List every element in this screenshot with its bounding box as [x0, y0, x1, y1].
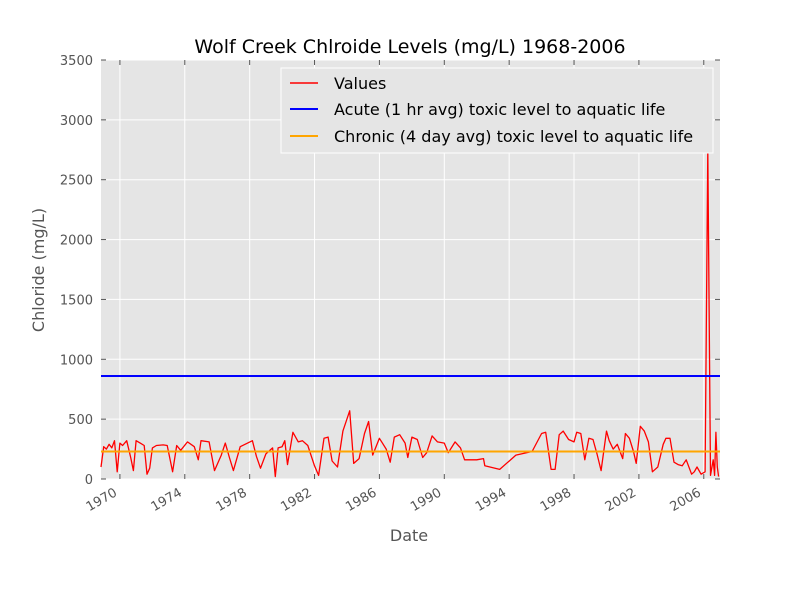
x-tick-label: 1970: [84, 485, 120, 515]
x-tick-label: 1974: [149, 485, 185, 515]
x-tick-label: 1990: [408, 485, 444, 515]
y-tick-label: 3500: [60, 54, 93, 69]
x-tick-label: 1994: [473, 485, 509, 515]
x-axis-title: Date: [390, 526, 428, 545]
axis-ticks: [101, 59, 720, 480]
legend-label-chronic: Chronic (4 day avg) toxic level to aquat…: [334, 127, 693, 146]
legend-box: [280, 67, 714, 154]
series-layer: [100, 149, 720, 478]
x-tick-label: 2002: [603, 485, 639, 515]
y-tick-label: 2500: [60, 174, 93, 189]
x-tick-labels: 1970 1974 1978 1982 1986 1990 1994 1998 2002 2006: [84, 485, 704, 515]
y-tick-label: 1000: [60, 353, 93, 368]
x-tick-label: 1998: [538, 485, 574, 515]
legend-label-values: Values: [334, 74, 386, 93]
y-tick-label: 500: [68, 413, 93, 428]
grid: [101, 59, 720, 480]
y-axis-title: Chloride (mg/L): [29, 208, 48, 332]
y-tick-labels: 0 500 1000 1500 2000 2500 3000 3500: [60, 54, 93, 488]
x-tick-label: 1982: [278, 485, 314, 515]
y-tick-label: 1500: [60, 293, 93, 308]
x-tick-label: 1986: [343, 485, 379, 515]
legend-label-acute: Acute (1 hr avg) toxic level to aquatic …: [334, 100, 665, 119]
chart-title: Wolf Creek Chlroide Levels (mg/L) 1968-2…: [194, 36, 625, 58]
series-line-values: [100, 149, 720, 478]
y-tick-label: 0: [85, 473, 93, 488]
x-tick-label: 2006: [668, 485, 704, 515]
x-tick-label: 1978: [214, 485, 250, 515]
y-tick-label: 3000: [60, 114, 93, 129]
y-tick-label: 2000: [60, 234, 93, 249]
legend: Values Acute (1 hr avg) toxic level to a…: [280, 67, 714, 154]
